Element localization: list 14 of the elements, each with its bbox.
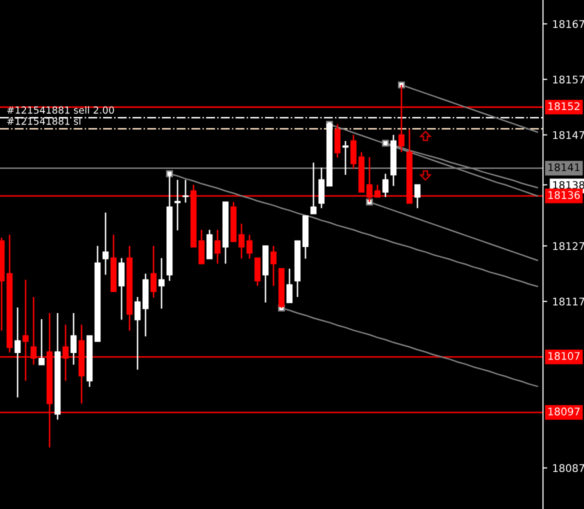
ref-line-label: #121541881 sell 2.00 xyxy=(7,106,114,114)
y-tick-label: 18087 xyxy=(553,464,584,472)
ref-line-label: 18107 xyxy=(548,352,580,360)
ref-line-label: 18141 xyxy=(548,163,580,172)
y-tick-label: 18127 xyxy=(553,242,584,250)
ref-line-label: 18097 xyxy=(548,408,580,416)
y-tick-label: 18147 xyxy=(553,131,584,139)
y-tick-label: 18167 xyxy=(553,20,584,28)
ref-line-label: 18152 xyxy=(548,102,580,110)
ref-line-label: #121541881 sl xyxy=(7,117,80,125)
y-tick-label: 18157 xyxy=(553,76,584,84)
ref-line-label: 18136 xyxy=(548,191,580,199)
y-tick-label: 18117 xyxy=(553,298,584,306)
y-tick-label: 18138 xyxy=(553,181,584,189)
